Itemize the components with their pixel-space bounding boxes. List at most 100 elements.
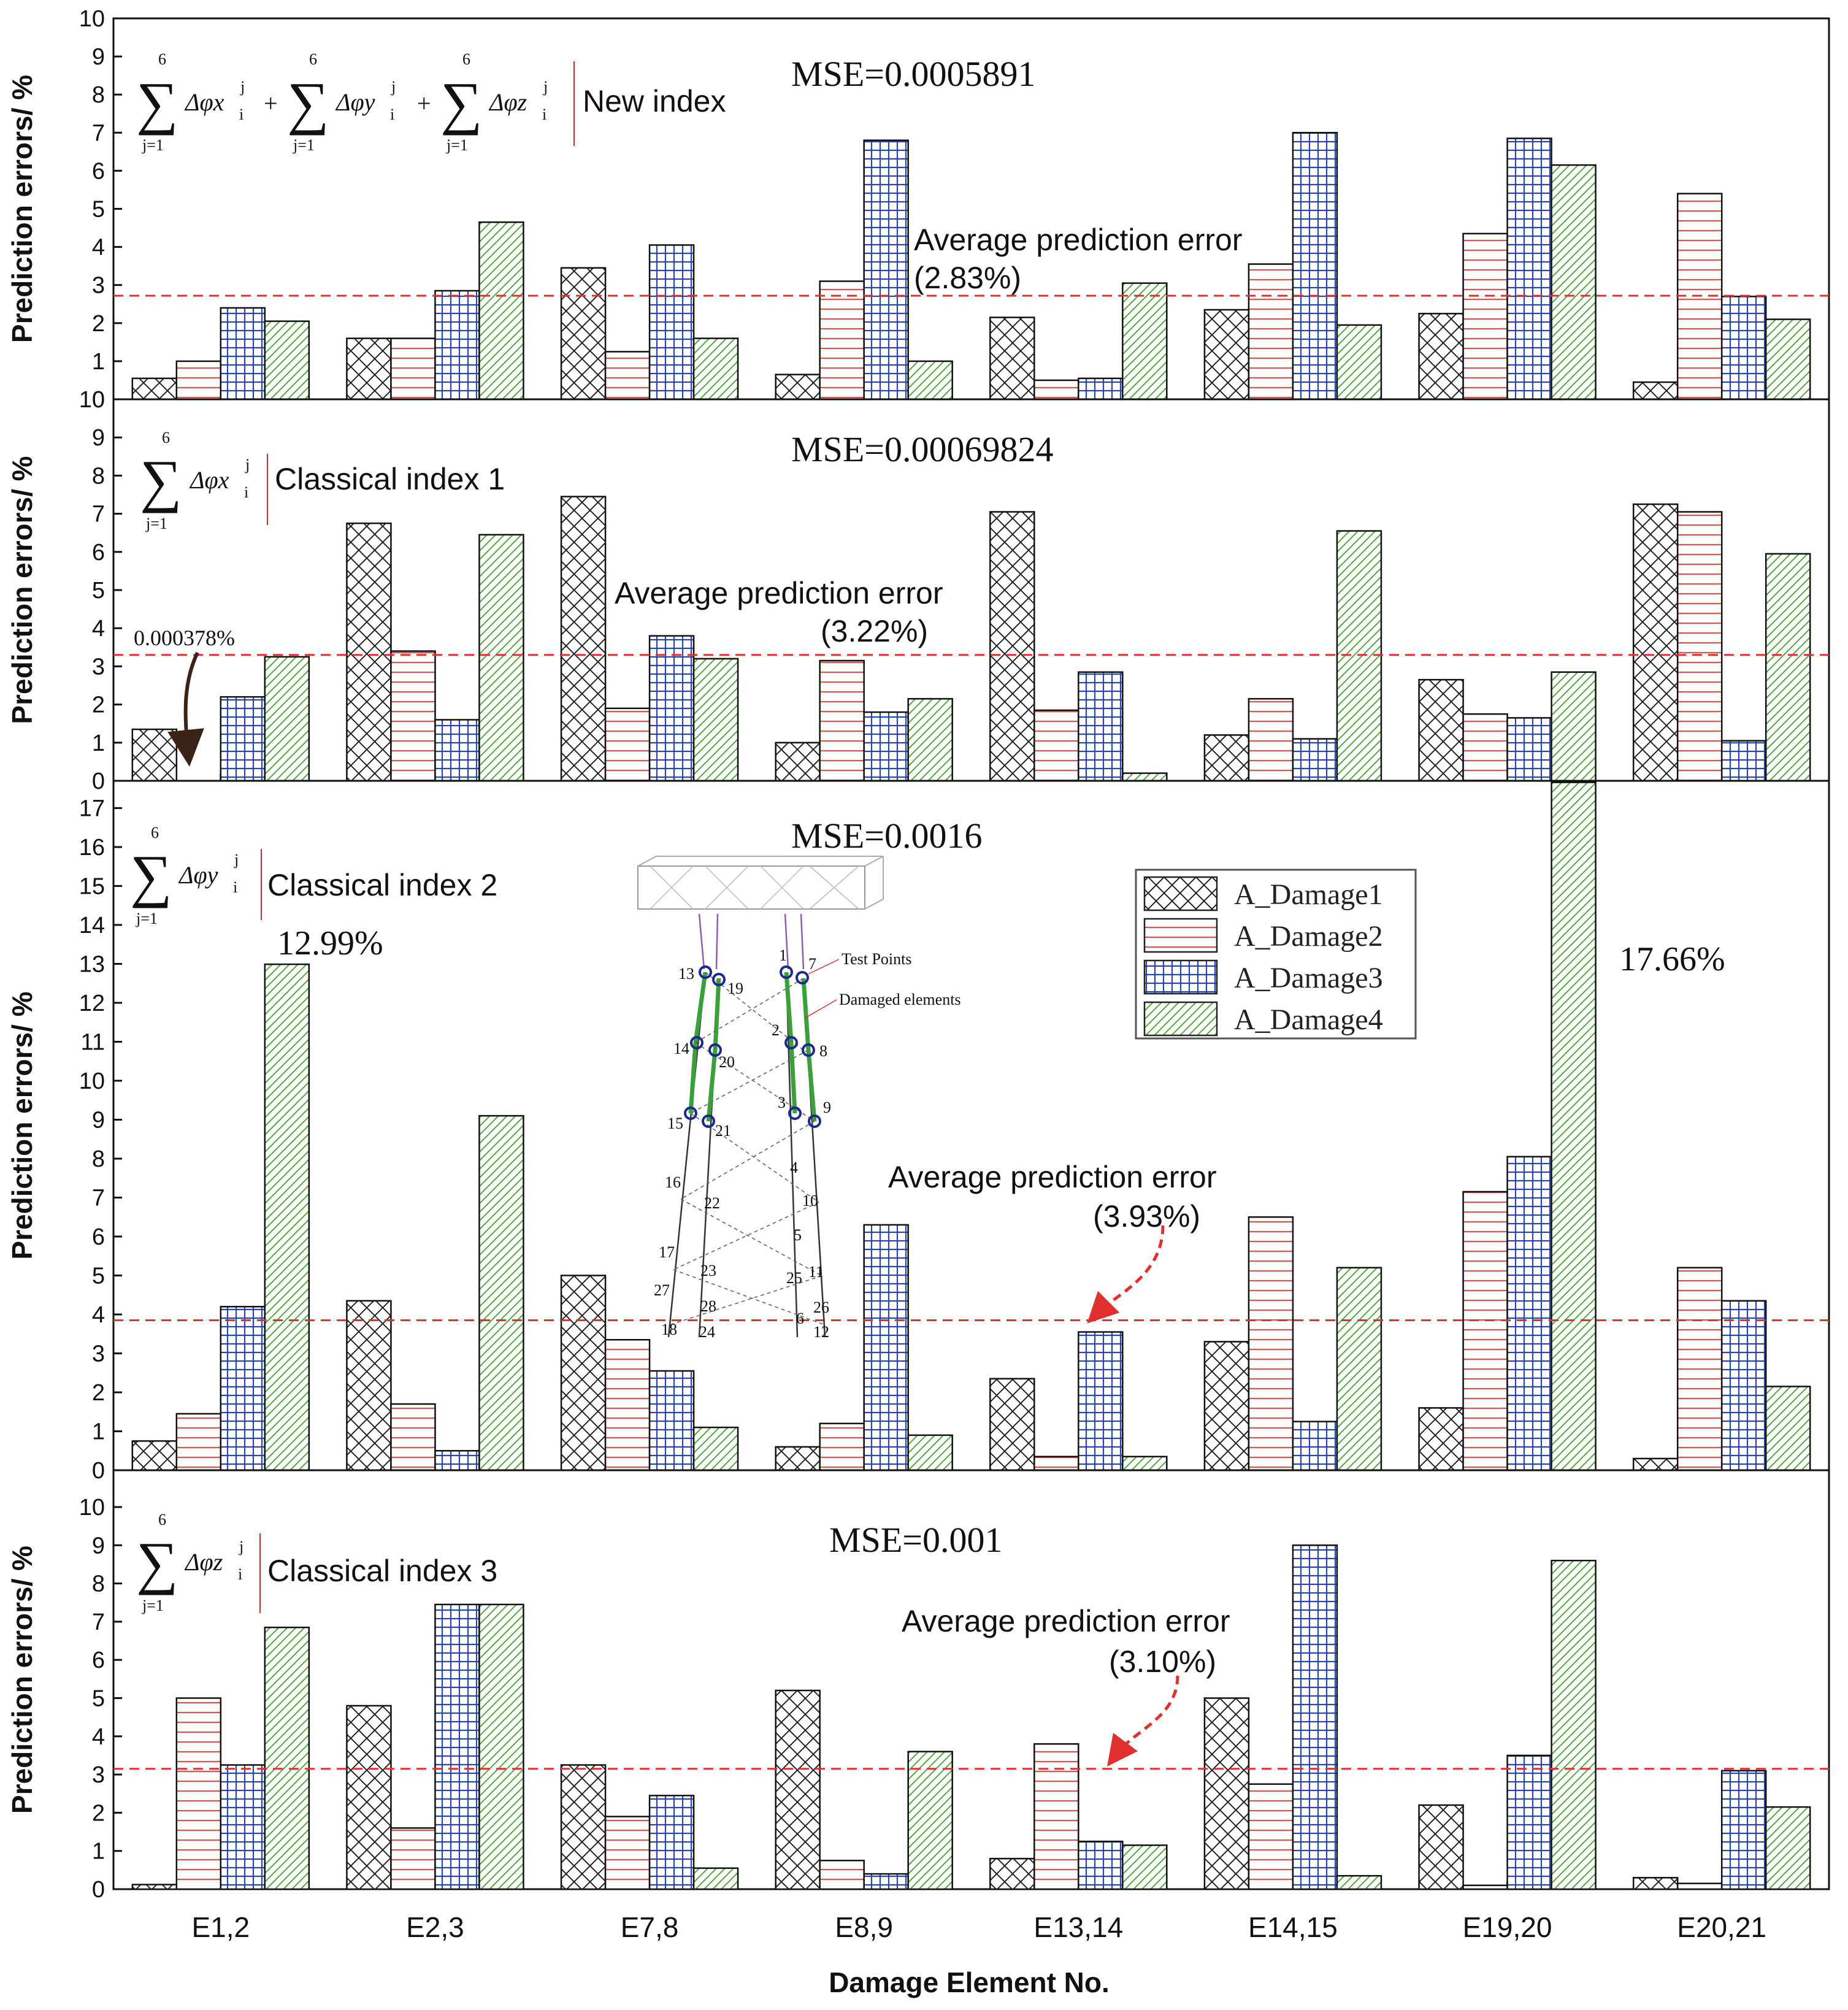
bar-a-damage2-5 bbox=[1248, 1783, 1294, 1890]
bar-a-damage2-1 bbox=[390, 1827, 436, 1890]
bar-a-damage3-5 bbox=[1292, 132, 1338, 401]
bar-a-damage1-0 bbox=[131, 728, 178, 782]
bar-a-damage2-0 bbox=[175, 1413, 222, 1471]
svg-text:20: 20 bbox=[719, 1053, 735, 1071]
bar-a-damage1-1 bbox=[346, 522, 392, 782]
svg-text:j: j bbox=[391, 78, 396, 96]
svg-text:j: j bbox=[543, 78, 548, 96]
svg-text:i: i bbox=[238, 1565, 242, 1583]
svg-text:22: 22 bbox=[704, 1194, 720, 1212]
svg-text:25: 25 bbox=[786, 1269, 802, 1287]
panel-classical-index-1: 0 1 2 3 4 5 6 7 8 9 10 Prediction errors/ % bbox=[6, 387, 1830, 794]
bar-a-damage1-0 bbox=[131, 1440, 178, 1471]
bar-a-damage1-7 bbox=[1632, 1457, 1679, 1471]
svg-text:19: 19 bbox=[727, 980, 743, 997]
bar-a-damage4-6 bbox=[1551, 671, 1597, 782]
y-tick-label: 10 bbox=[79, 387, 105, 413]
panel-3-annotations: 6 ∑ j=1 Δφy i j Classical index 2 MSE=0.… bbox=[130, 816, 1725, 1341]
y-axis-label: Prediction errors/ % bbox=[6, 1546, 38, 1814]
tower-hangers bbox=[698, 913, 805, 970]
bar-a-damage3-0 bbox=[220, 1764, 266, 1890]
test-points-label: Test Points bbox=[842, 950, 911, 968]
y-tick-label: 6 bbox=[92, 540, 105, 566]
avg-error-value: (3.22%) bbox=[821, 614, 928, 648]
svg-text:18: 18 bbox=[661, 1321, 677, 1338]
bar-a-damage2-3 bbox=[819, 1860, 865, 1890]
svg-text:2: 2 bbox=[772, 1021, 780, 1039]
y-axis-label: Prediction errors/ % bbox=[6, 991, 38, 1259]
bar-a-damage1-3 bbox=[775, 374, 821, 401]
legend-label-damage1: A_Damage1 bbox=[1234, 878, 1383, 911]
y-tick-label: 5 bbox=[92, 578, 105, 604]
bar-a-damage4-1 bbox=[478, 534, 524, 782]
legend-label-damage2: A_Damage2 bbox=[1234, 920, 1383, 953]
panel-1-annotations: 6 ∑ j=1 Δφx i j + 6 ∑ j=1 Δφy i j + 6 ∑ … bbox=[136, 50, 1242, 295]
mse-label: MSE=0.0016 bbox=[791, 816, 982, 856]
y-tick-label: 3 bbox=[92, 654, 105, 680]
peak-right-label: 17.66% bbox=[1619, 940, 1725, 978]
y-axis-label: Prediction errors/ % bbox=[6, 456, 38, 724]
index-label: New index bbox=[583, 84, 726, 118]
bar-a-damage3-4 bbox=[1078, 377, 1124, 401]
svg-text:j: j bbox=[239, 1538, 243, 1555]
bar-a-damage4-7 bbox=[1765, 553, 1811, 782]
bar-a-damage2-1 bbox=[390, 1403, 436, 1471]
bar-a-damage3-0 bbox=[220, 1306, 266, 1471]
bar-a-damage4-4 bbox=[1122, 772, 1168, 782]
y-tick-label: 6 bbox=[92, 1224, 105, 1250]
svg-text:6: 6 bbox=[462, 50, 470, 68]
bar-a-damage3-6 bbox=[1506, 1754, 1552, 1890]
bar-a-damage4-4 bbox=[1122, 1456, 1168, 1471]
bar-a-damage2-7 bbox=[1676, 1267, 1723, 1471]
y-tick-label: 0 bbox=[92, 387, 105, 413]
bar-a-damage2-3 bbox=[819, 280, 865, 401]
classical-index-3-formula: 6 ∑ j=1 Δφz i j bbox=[136, 1511, 261, 1614]
bar-a-damage4-6 bbox=[1551, 1559, 1597, 1890]
bar-a-damage4-2 bbox=[692, 1426, 739, 1471]
x-axis-label: Damage Element No. bbox=[829, 1966, 1110, 1998]
panel-4-annotations: 6 ∑ j=1 Δφz i j Classical index 3 MSE=0.… bbox=[136, 1511, 1230, 1766]
bar-a-damage3-5 bbox=[1292, 738, 1338, 782]
svg-text:3: 3 bbox=[778, 1094, 786, 1111]
y-tick-label: 15 bbox=[79, 873, 105, 899]
bar-a-damage3-4 bbox=[1078, 671, 1124, 782]
bar-a-damage4-1 bbox=[478, 1114, 524, 1471]
bar-a-damage3-2 bbox=[648, 635, 695, 782]
bar-a-damage4-3 bbox=[907, 1751, 953, 1890]
y-tick-label: 2 bbox=[92, 1380, 105, 1406]
svg-text:10: 10 bbox=[802, 1192, 818, 1210]
svg-text:Δφx: Δφx bbox=[189, 466, 229, 494]
bar-a-damage4-0 bbox=[264, 963, 310, 1471]
svg-text:Δφy: Δφy bbox=[178, 861, 218, 889]
bar-a-damage4-1 bbox=[478, 221, 524, 401]
x-category-label: E19,20 bbox=[1463, 1911, 1552, 1943]
svg-text:13: 13 bbox=[678, 965, 694, 983]
bar-a-damage2-3 bbox=[819, 1422, 865, 1471]
svg-text:11: 11 bbox=[808, 1263, 824, 1281]
bar-a-damage4-0 bbox=[264, 1626, 310, 1890]
y-tick-label: 14 bbox=[79, 913, 105, 938]
svg-text:i: i bbox=[244, 483, 248, 501]
mse-label: MSE=0.001 bbox=[829, 1520, 1002, 1560]
bar-a-damage4-7 bbox=[1765, 1386, 1811, 1471]
svg-text:12: 12 bbox=[813, 1323, 829, 1341]
bar-a-damage1-4 bbox=[989, 511, 1035, 782]
svg-text:6: 6 bbox=[151, 824, 159, 842]
y-tick-label: 7 bbox=[92, 502, 105, 527]
bar-a-damage3-7 bbox=[1720, 1300, 1767, 1471]
bar-a-damage3-5 bbox=[1292, 1421, 1338, 1471]
bar-a-damage2-1 bbox=[390, 337, 436, 401]
svg-text:8: 8 bbox=[819, 1042, 827, 1060]
bar-a-damage1-5 bbox=[1203, 1697, 1250, 1890]
y-tick-label: 0 bbox=[92, 1877, 105, 1903]
bar-a-damage4-4 bbox=[1122, 282, 1168, 401]
bar-a-damage2-5 bbox=[1248, 263, 1294, 401]
svg-text:6: 6 bbox=[158, 50, 166, 68]
bar-a-damage3-3 bbox=[863, 1873, 909, 1890]
avg-error-value: (3.93%) bbox=[1093, 1199, 1200, 1233]
bar-a-damage3-1 bbox=[434, 290, 480, 401]
bar-a-damage2-5 bbox=[1248, 1216, 1294, 1471]
svg-text:4: 4 bbox=[790, 1159, 798, 1176]
tower-top-bracing bbox=[650, 865, 859, 910]
